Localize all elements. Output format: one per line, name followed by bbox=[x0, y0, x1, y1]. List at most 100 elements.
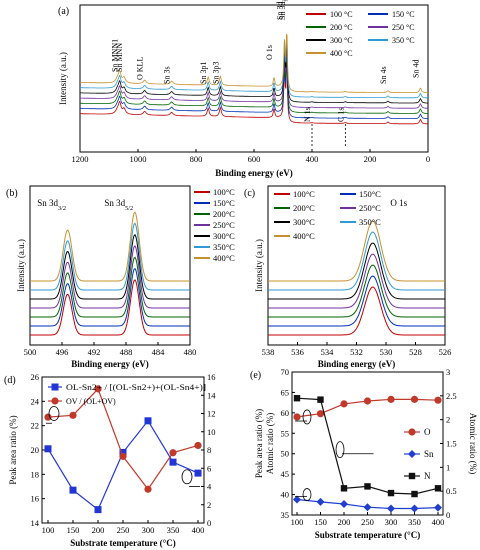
x-tick-label: 1200 bbox=[72, 154, 89, 164]
spectrum-line bbox=[268, 253, 445, 309]
y-tick-label-left: 24 bbox=[31, 396, 40, 406]
x-tick-label: 300 bbox=[142, 525, 155, 535]
y-axis-label-left: Peak area ratio (%) bbox=[254, 409, 264, 478]
spectrum-line bbox=[80, 33, 428, 94]
legend-entry: 250°C bbox=[359, 203, 381, 213]
spectrum-line bbox=[268, 286, 445, 336]
data-point bbox=[316, 410, 325, 418]
legend-entry: 250 °C bbox=[392, 23, 415, 32]
peak-label: Sn 4d bbox=[411, 60, 420, 78]
spectrum-line bbox=[30, 211, 190, 282]
x-tick-label: 484 bbox=[152, 347, 166, 357]
spectrum-line bbox=[80, 54, 428, 114]
x-tick-label: 350 bbox=[408, 517, 421, 527]
spectrum-line bbox=[80, 43, 428, 104]
peak-label: Sn 3d5/2 bbox=[104, 198, 133, 212]
y-tick-label-right: 10 bbox=[207, 427, 216, 437]
peak-label: Sn 3d3/2 bbox=[275, 0, 287, 20]
y-axis-label-left-2: Atomic ratio (%) bbox=[265, 413, 275, 474]
peak-label: N 1s bbox=[303, 107, 312, 122]
legend-entry: 400°C bbox=[293, 231, 315, 241]
y-tick-label-left: 26 bbox=[31, 372, 40, 382]
legend-entry: 250°C bbox=[213, 220, 235, 230]
x-tick-label: 250 bbox=[117, 525, 130, 535]
data-point bbox=[119, 452, 127, 460]
spectrum-line bbox=[268, 220, 445, 282]
panel-label: (b) bbox=[6, 188, 18, 199]
x-tick-label: 530 bbox=[380, 347, 393, 357]
y-tick-label-left: 65 bbox=[281, 387, 290, 397]
chart-b: 500 496 492 488 484 480 Binding energy (eV) Int… bbox=[6, 185, 235, 369]
data-point bbox=[194, 441, 202, 450]
data-point bbox=[434, 485, 442, 492]
legend-entry: O bbox=[424, 427, 431, 437]
x-tick-label: 528 bbox=[409, 347, 422, 357]
peak-label: Sn 4s bbox=[379, 66, 388, 84]
y-axis-label-right: Atomic ratio (%) bbox=[468, 413, 478, 474]
y-tick-label-right: 0 bbox=[207, 518, 211, 528]
data-point bbox=[363, 397, 372, 405]
data-point bbox=[364, 483, 371, 490]
x-tick-label: 1000 bbox=[130, 154, 147, 164]
legend-entry: 400°C bbox=[213, 253, 235, 263]
legend-entry: 300°C bbox=[213, 231, 235, 241]
spectrum-line bbox=[268, 264, 445, 318]
legend-entry: 350°C bbox=[359, 217, 381, 227]
data-point bbox=[434, 503, 442, 512]
peak-label: Sn MNN1 bbox=[110, 39, 119, 72]
spectrum-line bbox=[30, 233, 190, 300]
legend-marker bbox=[51, 383, 59, 391]
legend-entry: 100 °C bbox=[330, 10, 353, 19]
spectrum-line bbox=[30, 267, 190, 327]
legend-entry: 150°C bbox=[213, 198, 235, 208]
spectrum-line bbox=[80, 49, 428, 109]
x-axis-label: Binding energy (eV) bbox=[318, 359, 396, 369]
spectrum-line bbox=[30, 222, 190, 291]
x-axis-label: Substrate temperature (°C) bbox=[70, 538, 175, 548]
peak-label: O 1s bbox=[390, 198, 407, 208]
x-tick-label: 300 bbox=[385, 517, 398, 527]
y-axis-label: Intensity (a.u.) bbox=[58, 52, 68, 105]
data-point bbox=[410, 504, 419, 513]
data-point bbox=[317, 396, 324, 403]
data-point bbox=[94, 506, 102, 514]
x-tick-label: 600 bbox=[248, 154, 261, 164]
legend-entry: 200 °C bbox=[330, 23, 353, 32]
y-tick-label-left: 16 bbox=[31, 494, 40, 504]
legend-marker bbox=[408, 472, 416, 480]
y-tick-label-right: 2 bbox=[446, 415, 450, 425]
data-point bbox=[69, 411, 77, 419]
y-tick-label-right: 0.5 bbox=[446, 486, 457, 496]
legend-entry: Sn bbox=[424, 449, 434, 459]
legend-entry: 150 °C bbox=[392, 10, 415, 19]
y-tick-label-right: 0 bbox=[446, 510, 450, 520]
y-axis-label: Intensity (a.u.) bbox=[16, 239, 26, 292]
x-tick-label: 200 bbox=[338, 517, 351, 527]
data-point bbox=[340, 485, 348, 492]
peak-label: Sn 3d3/2 bbox=[37, 198, 66, 212]
data-point bbox=[410, 395, 419, 403]
data-point bbox=[411, 490, 418, 498]
panel-label: (d) bbox=[4, 375, 16, 386]
panel-label: (c) bbox=[244, 188, 255, 199]
data-point bbox=[387, 489, 395, 497]
legend-entry: 150°C bbox=[359, 189, 381, 199]
x-tick-label: 400 bbox=[192, 525, 205, 535]
x-tick-label: 500 bbox=[24, 347, 37, 357]
y-axis-label: Peak area ratio (%) bbox=[8, 415, 18, 484]
axis-indicator bbox=[302, 409, 312, 425]
axis-indicator bbox=[302, 488, 312, 501]
data-point bbox=[363, 503, 372, 512]
chart-a: 1200 1000 800 600 400 200 0 (a) Binding energy (… bbox=[58, 0, 430, 178]
data-point bbox=[194, 469, 202, 477]
y-tick-label-right: 2 bbox=[207, 500, 211, 510]
data-point bbox=[293, 495, 301, 504]
spectrum-line bbox=[80, 59, 428, 120]
axis-indicator bbox=[48, 406, 60, 421]
x-tick-label: 534 bbox=[321, 347, 335, 357]
peak-label: C 1s bbox=[336, 108, 345, 122]
data-point bbox=[316, 497, 325, 506]
y-tick-label-left: 70 bbox=[281, 367, 290, 377]
spectrum-line bbox=[268, 242, 445, 300]
x-tick-label: 800 bbox=[190, 154, 203, 164]
